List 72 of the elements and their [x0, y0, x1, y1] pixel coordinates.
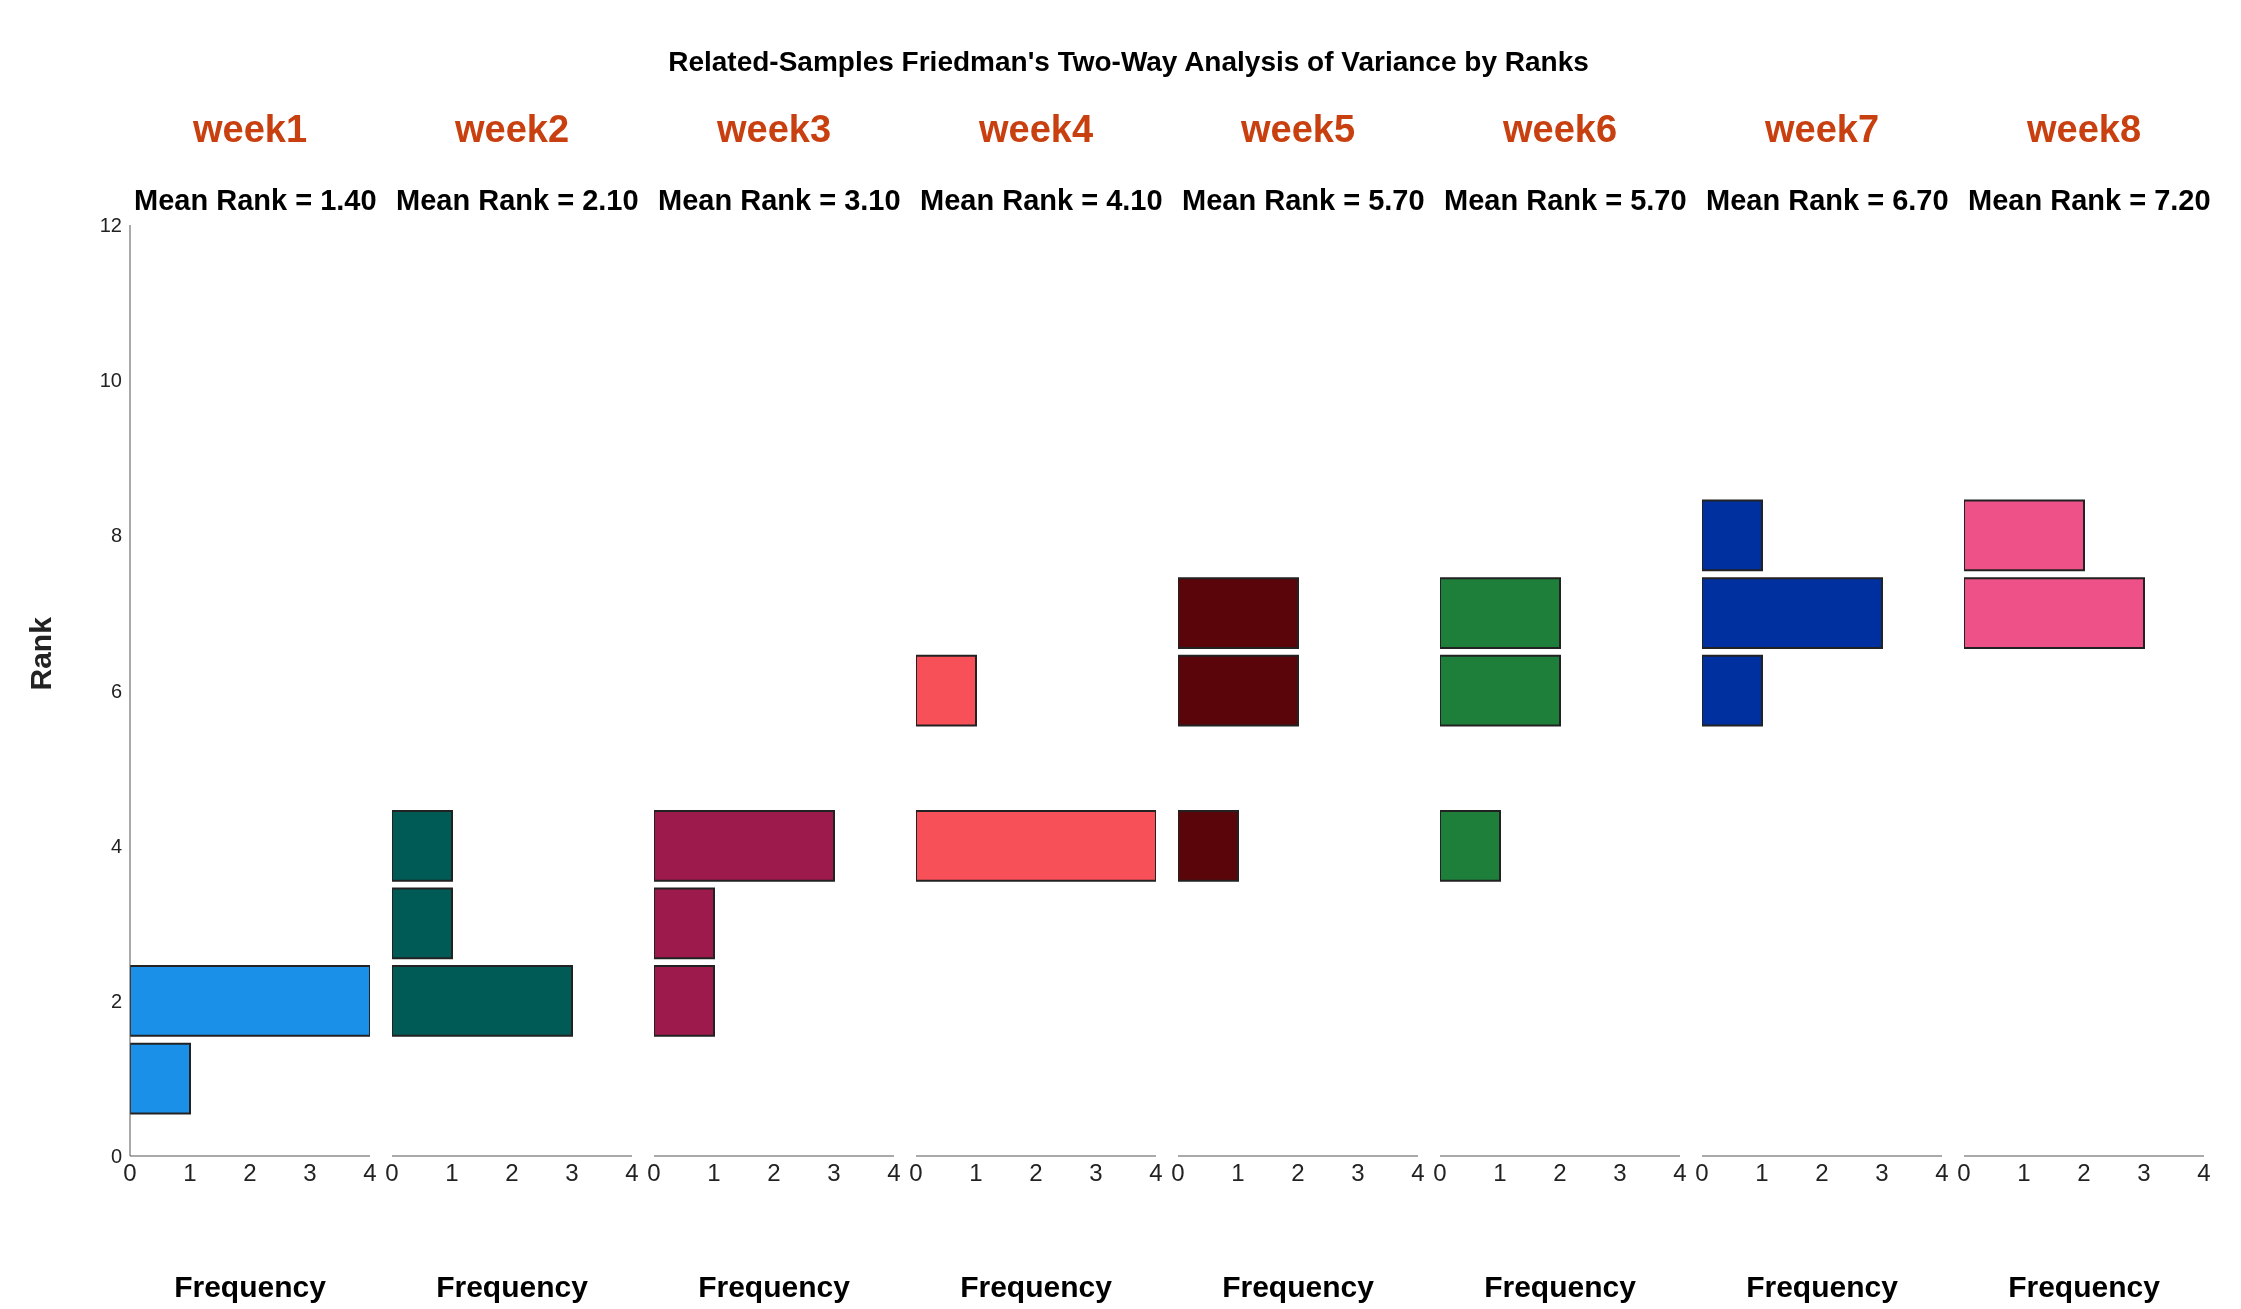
x-tick-label: 3: [303, 1159, 317, 1187]
x-tick-label: 0: [385, 1159, 399, 1187]
x-tick-label: 2: [505, 1159, 519, 1187]
x-tick-label: 2: [1291, 1159, 1305, 1187]
y-tick-label: 10: [99, 369, 122, 392]
x-tick-label: 1: [1755, 1159, 1769, 1187]
x-tick-label: 3: [1613, 1159, 1627, 1187]
text: Mean Rank = 3.10: [658, 184, 901, 217]
x-tick-label: 4: [363, 1159, 377, 1187]
x-tick-label: 2: [243, 1159, 257, 1187]
x-axis-title: Frequency: [1483, 1270, 1637, 1304]
x-axis-title: Frequency: [697, 1270, 851, 1304]
x-tick-label: 1: [707, 1159, 721, 1187]
text: Mean Rank = 2.10: [396, 184, 639, 217]
x-tick-label: 1: [183, 1159, 197, 1187]
chart-title: week2: [453, 108, 571, 151]
x-tick-label: 1: [2017, 1159, 2031, 1187]
x-tick-label: 1: [1493, 1159, 1507, 1187]
chart-title: week6: [1501, 108, 1619, 151]
x-tick-label: 1: [445, 1159, 459, 1187]
chart-title: week3: [715, 108, 833, 151]
x-tick-label: 3: [565, 1159, 579, 1187]
chart-title: week5: [1239, 108, 1357, 151]
x-tick-label: 4: [1673, 1159, 1687, 1187]
x-tick-label: 3: [827, 1159, 841, 1187]
y-tick-label: 2: [110, 989, 122, 1012]
y-tick-label: 8: [110, 524, 122, 547]
x-tick-label: 4: [625, 1159, 639, 1187]
x-axis-title: Frequency: [1221, 1270, 1375, 1304]
x-tick-label: 3: [2137, 1159, 2151, 1187]
text: Mean Rank = 1.40: [134, 184, 377, 217]
text: Mean Rank = 7.20: [1968, 184, 2211, 217]
x-axis-title: Frequency: [435, 1270, 589, 1304]
x-tick-label: 3: [1875, 1159, 1889, 1187]
x-tick-label: 3: [1089, 1159, 1103, 1187]
y-axis-title: Rank: [23, 616, 57, 691]
x-tick-label: 1: [969, 1159, 983, 1187]
text: Mean Rank = 6.70: [1706, 184, 1949, 217]
x-tick-label: 3: [1351, 1159, 1365, 1187]
x-tick-label: 4: [1935, 1159, 1949, 1187]
x-tick-label: 2: [1815, 1159, 1829, 1187]
x-axis-title: Frequency: [2007, 1270, 2161, 1304]
y-tick-label: 12: [99, 214, 122, 237]
x-tick-label: 2: [1029, 1159, 1043, 1187]
x-tick-label: 0: [1957, 1159, 1971, 1187]
y-tick-label: 0: [110, 1145, 122, 1168]
text: Mean Rank = 5.70: [1444, 184, 1687, 217]
text: Mean Rank = 5.70: [1182, 184, 1425, 217]
text: Related-Samples Friedman's Two-Way Analysis of Variance by Ranks: [667, 46, 1590, 78]
x-tick-label: 4: [2197, 1159, 2211, 1187]
x-tick-label: 2: [1553, 1159, 1567, 1187]
x-tick-label: 0: [647, 1159, 661, 1187]
x-tick-label: 0: [1695, 1159, 1709, 1187]
x-tick-label: 0: [1171, 1159, 1185, 1187]
text: Mean Rank = 4.10: [920, 184, 1163, 217]
chart-title: week1: [191, 108, 309, 151]
x-tick-label: 0: [1433, 1159, 1447, 1187]
x-tick-label: 2: [767, 1159, 781, 1187]
x-axis-title: Frequency: [173, 1270, 327, 1304]
x-tick-label: 2: [2077, 1159, 2091, 1187]
y-tick-label: 6: [110, 679, 122, 702]
x-tick-label: 4: [1411, 1159, 1425, 1187]
chart-title: week4: [977, 108, 1095, 151]
x-axis-title: Frequency: [959, 1270, 1113, 1304]
x-tick-label: 4: [887, 1159, 901, 1187]
x-tick-label: 1: [1231, 1159, 1245, 1187]
y-tick-label: 4: [110, 834, 122, 857]
chart-title: week8: [2025, 108, 2143, 151]
chart-title: week7: [1763, 108, 1881, 151]
x-tick-label: 4: [1149, 1159, 1163, 1187]
x-tick-label: 0: [909, 1159, 923, 1187]
x-axis-title: Frequency: [1745, 1270, 1899, 1304]
